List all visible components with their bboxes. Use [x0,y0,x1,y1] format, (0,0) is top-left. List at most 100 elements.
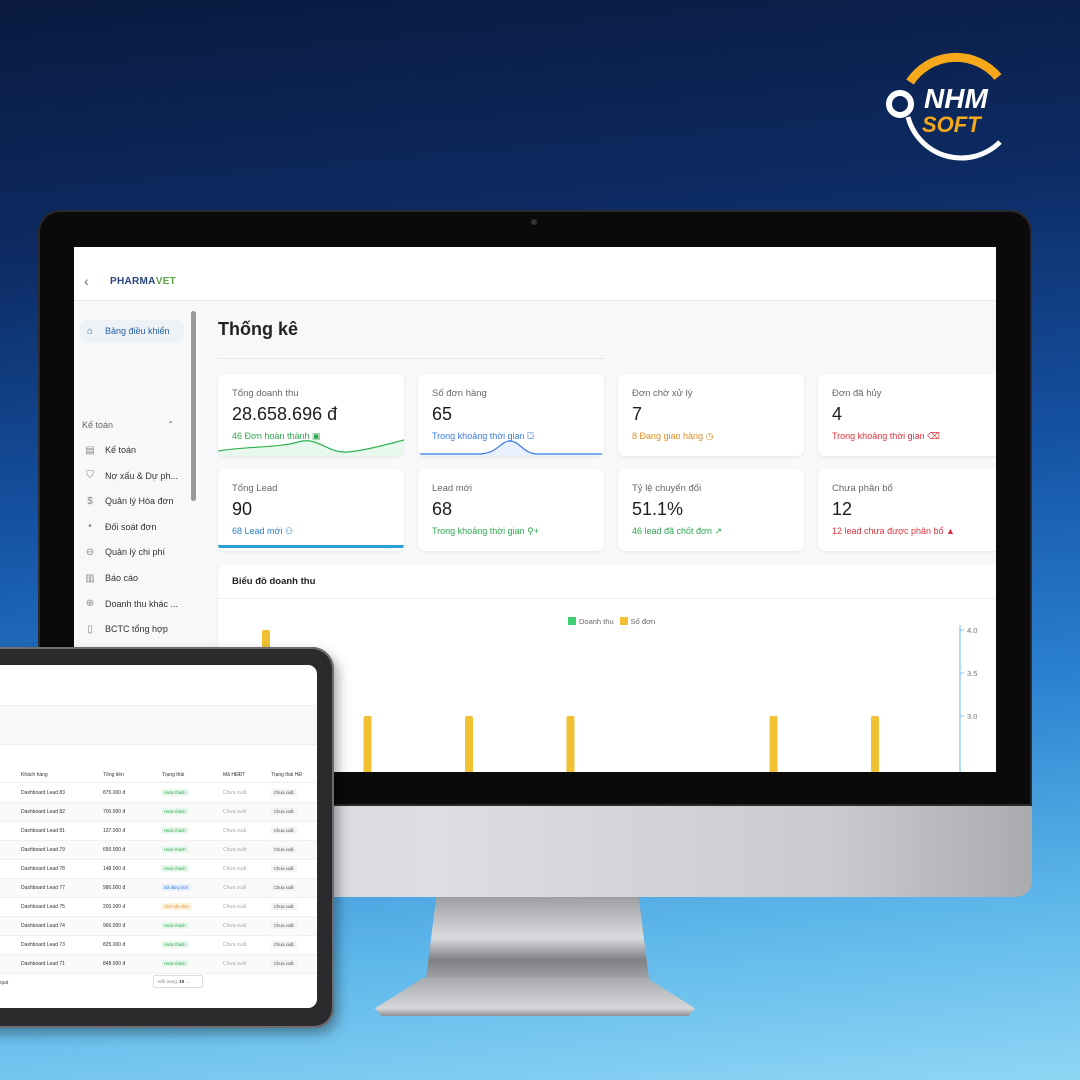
table-row[interactable]: Dashboard Lead 75 200.000 đ Chờ vận đơn … [0,898,317,917]
stat-card[interactable]: Số đơn hàng 65 Trong khoảng thời gian ⛋ [418,374,604,456]
sidebar-item-label: Quản lý Hóa đơn [105,496,174,507]
invoice-icon: $ [87,495,93,507]
card-subtext: 46 Đơn hoàn thành ▣ [232,431,321,441]
sidebar-item-label: Doanh thu khác ... [105,598,179,609]
card-value: 51.1% [632,499,684,519]
table-row[interactable]: Dashboard Lead 78 148.000 đ Hoàn thành C… [0,860,317,879]
monitor-stand-base [375,978,695,1016]
invoice-status-badge: Chưa xuất [271,941,297,948]
cell-invoice-code: Chưa xuất [223,885,247,891]
axis-tick-label: 4.0 [967,626,977,635]
stat-card[interactable]: Tổng doanh thu 28.658.696 đ 46 Đơn hoàn … [218,374,404,456]
sidebar-item[interactable]: • Đối soát đơn [80,516,184,538]
sidebar-item-label: Đối soát đơn [105,521,157,532]
stat-card[interactable]: Đơn đã hủy 4 Trong khoảng thời gian ⌫ [818,374,996,456]
card-subtext: Trong khoảng thời gian ⌫ [832,431,940,441]
status-badge: Hoàn thành [161,846,189,853]
sidebar-item[interactable]: ⊖ Quản lý chi phí [80,541,184,563]
sidebar-item[interactable]: ▥ Báo cáo [80,567,184,589]
invoice-status-badge: Chưa xuất [271,884,297,891]
stat-card[interactable]: Tỷ lệ chuyển đổi 51.1% 46 lead đã chốt đ… [618,469,804,551]
bar-orders[interactable] [363,716,372,772]
col-customer[interactable]: Khách hàng [21,772,48,778]
title-divider [218,358,604,359]
status-badge: Hoàn thành [161,960,189,967]
card-label: Đơn chờ xử lý [632,388,693,399]
shield-icon: ⛉ [86,470,94,482]
sidebar-item[interactable]: ⛉ Nợ xấu & Dự ph... [80,465,184,487]
col-status[interactable]: Trạng thái [162,772,185,778]
camera-dot [531,219,537,225]
table-row[interactable]: Dashboard Lead 77 980.000 đ Đã đăng đơn … [0,879,317,898]
cell-invoice-code: Chưa xuất [223,961,247,967]
sparkline [218,439,404,456]
svg-text:SOFT: SOFT [922,112,982,137]
table-row[interactable]: Dashboard Lead 74 966.000 đ Hoàn thành C… [0,917,317,936]
stat-card[interactable]: Đơn chờ xử lý 7 8 Đang giao hàng ◷ [618,374,804,456]
chevron-left-icon[interactable]: ‹ [84,273,89,289]
bar-chart-icon: ▥ [85,572,95,584]
table-row[interactable]: Dashboard Lead 81 137.000 đ Hoàn thành C… [0,822,317,841]
col-invoice-status[interactable]: Trạng thái HĐ [271,772,302,778]
col-invoice-code[interactable]: Mã HĐĐT [223,772,246,778]
table-row[interactable]: Dashboard Lead 83 875.000 đ Hoàn thành C… [0,784,317,803]
status-badge: Hoàn thành [161,865,189,872]
sidebar-item-dashboard[interactable]: ⌂ Bảng điều khiển [80,320,184,342]
stat-card[interactable]: Chưa phân bổ 12 12 lead chưa được phân b… [818,469,996,551]
legend-item-revenue[interactable]: Doanh thu [568,617,614,626]
card-label: Đơn đã hủy [832,388,882,399]
sidebar-item-label: Kế toán [105,445,137,455]
legend-item-orders[interactable]: Số đơn [619,617,655,626]
table-row[interactable]: Dashboard Lead 79 650.000 đ Hoàn thành C… [0,841,317,860]
cell-total: 700.000 đ [103,809,126,815]
card-label: Chưa phân bổ [832,483,893,494]
tablet-screen: Khách hàng Tổng tiền Trạng thái Mã HĐĐT … [0,665,317,1008]
app-header: ‹ PHARMAVET [74,247,996,301]
nhm-soft-logo: NHM SOFT [886,52,1002,161]
cell-customer: Dashboard Lead 73 [21,942,65,948]
bar-orders[interactable] [769,716,778,772]
per-page-select[interactable]: Mỗi trang 10 ⌄ [153,975,203,988]
warning-icon: ▲ [946,526,955,536]
stat-card[interactable]: Tổng Lead 90 68 Lead mới ⚇ [218,469,404,551]
cell-customer: Dashboard Lead 81 [21,828,65,834]
cell-customer: Dashboard Lead 71 [21,961,65,967]
bar-orders[interactable] [871,716,879,772]
sidebar-item[interactable]: $ Quản lý Hóa đơn [80,490,184,512]
sidebar-item-label: Quản lý chi phí [105,547,166,558]
status-badge: Hoàn thành [161,808,189,815]
invoice-status-badge: Chưa xuất [271,903,297,910]
card-subtext: 46 lead đã chốt đơn ↗ [632,526,723,536]
cell-invoice-code: Chưa xuất [223,904,247,910]
cell-total: 825.000 đ [103,942,126,948]
brand-logo[interactable]: PHARMAVET [110,276,177,287]
sidebar-item[interactable]: ⊕ Doanh thu khác ... [80,593,184,615]
chevron-up-icon: ⌃ [167,420,174,429]
card-value: 7 [632,404,643,424]
invoice-status-badge: Chưa xuất [271,789,297,796]
table-row[interactable]: Dashboard Lead 82 700.000 đ Hoàn thành C… [0,803,317,822]
bar-orders[interactable] [566,716,575,772]
card-value: 4 [832,404,843,424]
card-subtext: Trong khoảng thời gian ⛋ [432,431,535,441]
sidebar-item[interactable]: ▤ Kế toán [80,439,184,461]
card-value: 68 [432,499,453,519]
cell-invoice-code: Chưa xuất [223,942,247,948]
sidebar-item[interactable]: ▯ BCTC tổng hợp [80,618,184,640]
chart-title: Biểu đồ doanh thu [232,576,316,587]
status-badge: Chờ vận đơn [161,903,192,910]
sidebar-scrollbar[interactable] [191,311,196,501]
stat-card[interactable]: Lead mới 68 Trong khoảng thời gian ⚲+ [418,469,604,551]
sidebar-item-label: Nợ xấu & Dự ph... [105,470,178,481]
card-label: Tổng Lead [232,483,278,494]
table-row[interactable]: Dashboard Lead 71 848.000 đ Hoàn thành C… [0,955,317,974]
cell-invoice-code: Chưa xuất [223,923,247,929]
bar-orders[interactable] [465,716,473,772]
card-subtext: Trong khoảng thời gian ⚲+ [432,526,540,536]
revenue-chart-plot: 4.0 3.5 3.0 [262,625,977,772]
cell-customer: Dashboard Lead 77 [21,885,65,891]
sparkline [418,440,604,456]
sidebar-section-accounting[interactable]: Kế toán ⌃ [82,420,174,430]
table-row[interactable]: Dashboard Lead 73 825.000 đ Hoàn thành C… [0,936,317,955]
col-total[interactable]: Tổng tiền [103,772,124,778]
